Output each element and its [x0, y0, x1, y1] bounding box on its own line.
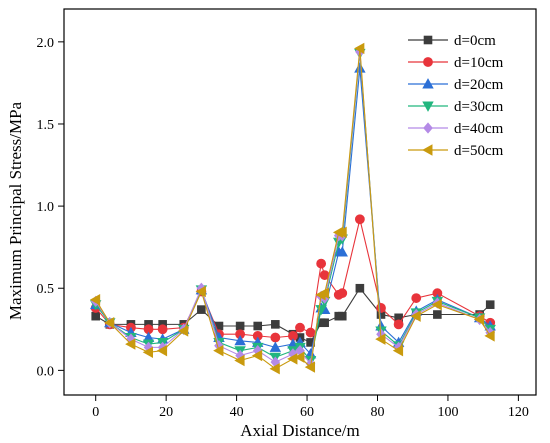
data-point-marker	[354, 42, 365, 55]
data-point-marker	[354, 62, 366, 73]
data-point-marker	[473, 313, 485, 326]
x-tick-label: 0	[92, 405, 99, 420]
data-point-marker	[355, 283, 365, 293]
data-point-marker	[294, 351, 305, 363]
data-point-marker	[304, 361, 316, 373]
y-axis-title: Maximum Principal Stress/MPa	[6, 101, 25, 320]
legend-label: d=30cm	[454, 99, 504, 115]
x-tick-label: 40	[230, 405, 244, 420]
data-point-marker	[354, 214, 365, 225]
series-line	[95, 219, 491, 339]
data-point-marker	[253, 321, 263, 331]
data-point-marker	[393, 319, 404, 330]
data-point-marker	[125, 338, 136, 350]
data-point-marker	[234, 334, 246, 346]
data-point-marker	[91, 311, 101, 321]
data-point-marker	[422, 78, 434, 89]
data-point-marker	[376, 303, 386, 313]
data-point-marker	[423, 35, 433, 45]
series-line	[95, 48, 491, 370]
y-tick-label: 0.0	[37, 364, 55, 379]
data-point-marker	[337, 288, 348, 299]
data-point-marker	[422, 101, 434, 112]
data-point-marker	[305, 327, 316, 338]
data-point-marker	[422, 144, 433, 156]
data-point-marker	[287, 353, 298, 365]
series-lines	[89, 42, 496, 375]
legend-label: d=50cm	[454, 143, 504, 159]
data-point-marker	[197, 305, 206, 314]
data-point-marker	[89, 294, 101, 306]
data-point-marker	[423, 57, 433, 67]
data-point-marker	[156, 344, 168, 357]
legend-label: d=10cm	[454, 55, 504, 71]
axes: 0 20 40 60 80 100 120 0.0 0.5 1.0 1.5 2.0	[37, 8, 537, 420]
x-tick-label: 100	[437, 405, 458, 420]
data-point-marker	[336, 226, 347, 239]
data-point-marker	[431, 298, 442, 311]
y-tick-label: 1.5	[37, 118, 55, 133]
y-tick-label: 0.5	[37, 282, 55, 297]
data-point-marker	[485, 300, 495, 309]
data-point-marker	[375, 333, 386, 345]
legend-label: d=40cm	[454, 121, 504, 137]
plot-frame	[63, 8, 537, 396]
data-point-marker	[316, 258, 327, 269]
data-point-marker	[320, 318, 329, 328]
x-axis-title: Axial Distance/m	[240, 421, 359, 440]
data-point-marker	[270, 332, 281, 343]
legend-item: d=40cm	[408, 121, 504, 137]
legend-item: d=30cm	[408, 99, 504, 115]
data-point-marker	[195, 285, 206, 298]
series-line	[95, 68, 491, 356]
data-point-marker	[392, 344, 404, 357]
data-point-marker	[484, 330, 495, 342]
data-point-marker	[336, 246, 348, 257]
y-tick-label: 2.0	[37, 36, 55, 51]
series-line	[95, 51, 491, 366]
legend-item: d=0cm	[408, 33, 496, 49]
data-point-marker	[433, 310, 442, 319]
data-point-marker	[235, 321, 245, 331]
data-point-marker	[337, 311, 347, 321]
data-point-marker	[177, 325, 189, 337]
data-point-marker	[318, 287, 330, 299]
data-point-marker	[103, 317, 115, 329]
data-point-marker	[423, 122, 433, 134]
x-tick-label: 120	[508, 405, 529, 420]
data-point-marker	[269, 363, 280, 375]
legend: d=0cm d=10cm d=20cm d=30cm d=40cm d=50cm	[408, 33, 504, 159]
data-point-marker	[234, 354, 245, 367]
legend-label: d=0cm	[454, 33, 496, 49]
data-point-marker	[411, 293, 422, 303]
y-tick-label: 1.0	[37, 200, 55, 215]
data-point-marker	[269, 341, 282, 352]
legend-item: d=50cm	[408, 143, 504, 159]
data-point-marker	[271, 320, 280, 329]
series-d=50cm	[89, 42, 495, 375]
data-point-marker	[142, 346, 153, 359]
data-point-marker	[410, 310, 421, 322]
legend-item: d=20cm	[408, 77, 504, 93]
data-point-marker	[295, 322, 305, 333]
legend-item: d=10cm	[408, 55, 504, 71]
x-tick-label: 80	[370, 405, 384, 420]
legend-label: d=20cm	[454, 77, 504, 93]
x-tick-label: 60	[300, 405, 314, 420]
data-point-marker	[251, 349, 263, 362]
x-tick-label: 20	[159, 405, 173, 420]
data-point-marker	[157, 324, 168, 335]
data-point-marker	[213, 344, 224, 357]
